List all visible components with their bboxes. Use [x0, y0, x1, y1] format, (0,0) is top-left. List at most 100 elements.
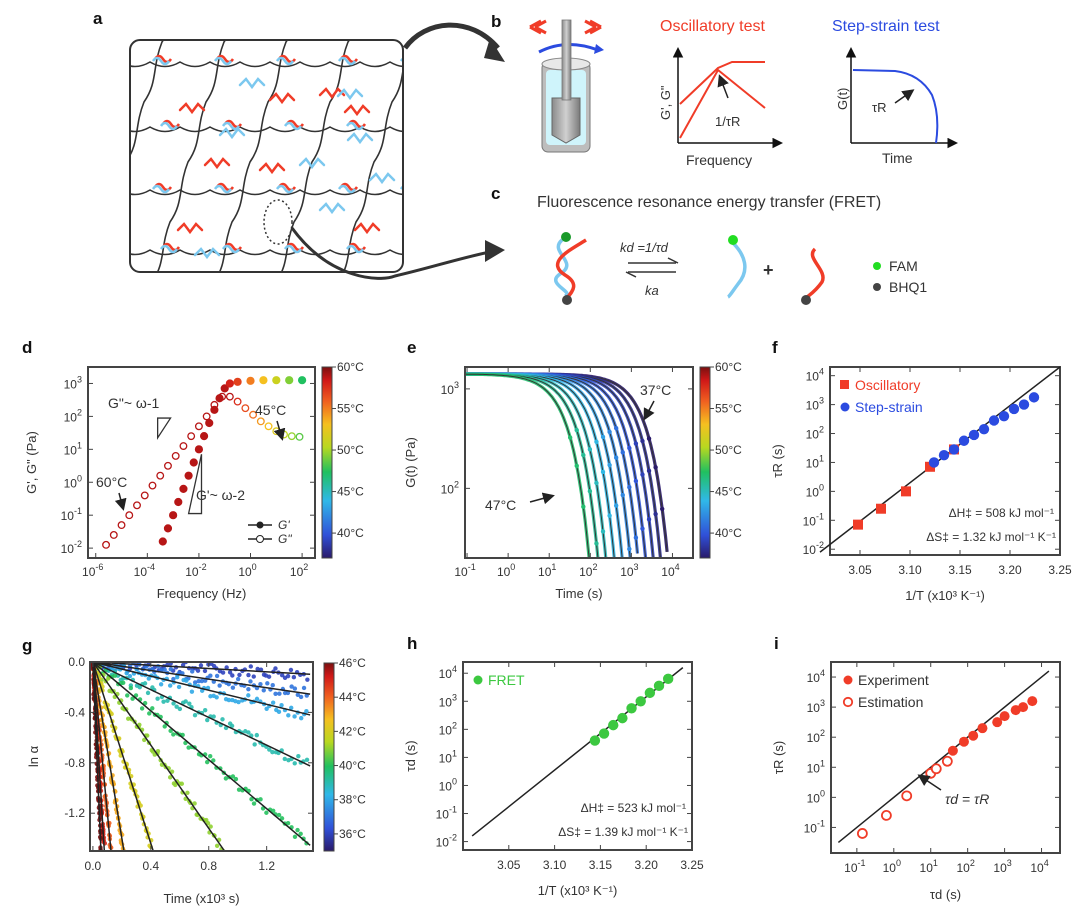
free-strand-blue	[346, 132, 374, 145]
x-tick-label: 10-4	[134, 562, 155, 579]
plot-frame	[464, 366, 694, 559]
colorbar-label: 55°C	[715, 402, 742, 416]
fret-data-point	[183, 699, 188, 704]
plot-frame	[829, 366, 1061, 556]
fret-point	[598, 728, 610, 739]
fret-legend: FAM BHQ1	[873, 258, 927, 295]
g-double-prime-point	[148, 481, 157, 490]
panel-c-label: c	[491, 184, 500, 203]
relaxation-data-point	[646, 517, 652, 522]
g-double-prime-point	[225, 392, 234, 401]
fret-data-point	[248, 679, 253, 684]
legend-step-strain-marker	[840, 402, 850, 412]
relaxation-curves	[465, 372, 669, 558]
fret-data-point	[285, 673, 291, 679]
x-axis-label: Frequency (Hz)	[157, 586, 247, 601]
fret-data-point	[289, 705, 294, 711]
g-prime-point	[163, 524, 173, 533]
fret-data-point	[208, 673, 213, 678]
junction-blue	[151, 56, 171, 66]
y-tick-label: 103	[807, 698, 825, 715]
bhq1-dot-icon	[873, 283, 881, 291]
relaxation-data-point	[640, 526, 645, 531]
fret-data-point	[198, 663, 204, 668]
x-tick-label: 3.10	[543, 858, 567, 872]
x-tick-label: 3.20	[998, 563, 1022, 577]
plus-sign: +	[763, 260, 774, 280]
fret-fit-line	[92, 662, 154, 851]
fret-data-point	[162, 724, 167, 729]
fret-data-point	[223, 776, 229, 781]
fret-data-point	[167, 775, 173, 780]
fret-data-point	[236, 787, 242, 792]
fret-fit-line	[92, 662, 311, 695]
panel-a-label: a	[93, 9, 103, 28]
plot-frame	[462, 661, 693, 851]
x-tick-label: 0.0	[85, 859, 102, 873]
x-tick-label: 3.20	[635, 858, 659, 872]
fret-data-point	[296, 753, 301, 759]
fret-data-point	[205, 717, 210, 723]
legend-fret-marker	[473, 675, 483, 685]
fret-data-point	[276, 709, 282, 715]
step-strain-point	[1018, 399, 1030, 410]
fret-data-point	[254, 696, 260, 702]
fret-data-point	[279, 816, 285, 821]
y-axis-label: G(t) (Pa)	[403, 437, 418, 488]
x-tick-label: 100	[883, 858, 901, 875]
colorbar-label: 55°C	[337, 402, 364, 416]
legend-experiment-marker	[843, 675, 853, 685]
fret-data-point	[251, 674, 256, 679]
y-tick-label: 103	[806, 396, 824, 413]
fret-data-point	[246, 730, 251, 735]
relaxation-data-point	[594, 480, 599, 486]
experiment-point	[1027, 696, 1038, 707]
free-strand-red	[178, 102, 206, 115]
fret-data-point	[292, 761, 297, 766]
fret-data-point	[168, 728, 173, 734]
y-tick-label: 101	[439, 748, 457, 765]
x-tick-label: 3.05	[848, 563, 872, 577]
step-strain-xlabel: Time	[882, 150, 913, 166]
x-tick-label: 103	[620, 562, 638, 579]
fret-data-point	[127, 673, 133, 679]
enthalpy-annotation: ΔH‡ = 523 kJ mol⁻¹	[581, 801, 686, 815]
g-double-prime-point	[287, 432, 296, 441]
fret-data-point	[171, 732, 176, 737]
g-double-prime-point	[241, 404, 250, 413]
fret-point	[589, 735, 601, 746]
fret-data-point	[175, 674, 180, 680]
fret-title: Fluorescence resonance energy transfer (…	[537, 194, 881, 211]
arrow-to-panel-b-head	[484, 38, 505, 62]
fret-data-point	[208, 694, 213, 699]
junction-blue	[221, 121, 241, 131]
colorbar-label: 45°C	[715, 485, 742, 499]
g-double-prime-point	[156, 471, 165, 480]
y-tick-label: -0.4	[64, 705, 85, 719]
relaxation-data-point	[600, 434, 606, 440]
free-strand-blue	[336, 88, 364, 101]
entropy-annotation: ΔS‡ = 1.32 kJ mol⁻¹ K⁻¹	[926, 530, 1056, 544]
g-prime-point	[189, 458, 198, 467]
fret-data-point	[295, 692, 301, 698]
relaxation-data-point	[574, 427, 579, 433]
fret-data-point	[261, 688, 266, 693]
step-strain-point	[938, 450, 950, 461]
y-tick-label: 102	[806, 425, 824, 442]
experiment-point	[999, 711, 1010, 722]
junction-blue	[275, 56, 295, 66]
junction-blue	[159, 121, 179, 131]
hydrogel-network-diagram	[130, 40, 403, 272]
panel-f-label: f	[772, 338, 778, 357]
legend-oscillatory-marker	[840, 380, 849, 389]
colorbar-label: 40°C	[337, 526, 364, 540]
g-prime-point	[169, 511, 178, 520]
experiment-point	[1018, 702, 1029, 713]
fret-data-point	[146, 676, 151, 681]
free-strand-red	[268, 92, 296, 105]
oscillatory-test-title: Oscillatory test	[660, 18, 765, 35]
oscillatory-ylabel: G', G"	[658, 85, 673, 120]
fret-data-point	[270, 700, 276, 705]
legend-estimation-marker	[842, 696, 854, 708]
relaxation-data-point	[633, 441, 639, 446]
